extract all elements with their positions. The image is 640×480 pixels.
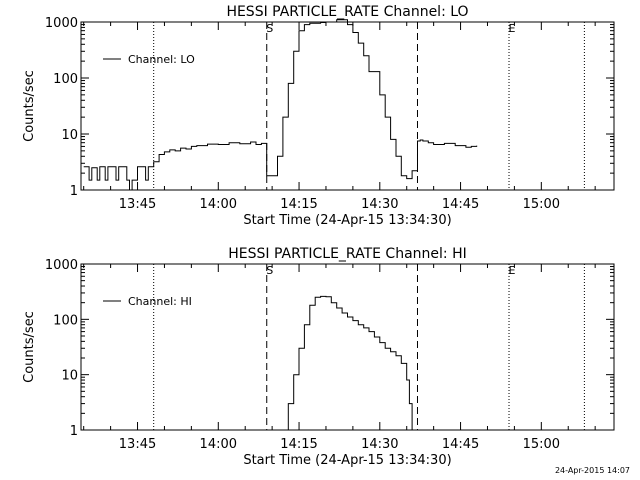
chart-panel-2: HESSI PARTICLE_RATE Channel: HI 1 10 100 100… [22, 246, 615, 468]
x-tick-label: 14:30 [361, 437, 398, 452]
y-tick-label: 10 [61, 128, 78, 143]
x-tick-label: 15:00 [523, 197, 560, 212]
x-tick-label: 14:00 [200, 437, 237, 452]
y-tick-label: 10 [61, 369, 78, 384]
x-axis-label: Start Time (24-Apr-15 13:34:30) [243, 213, 451, 228]
x-tick-label: 14:00 [200, 197, 237, 212]
marker-label-s: S [266, 22, 273, 35]
y-tick-label: 1 [70, 424, 78, 439]
x-tick-label: 15:00 [523, 437, 560, 452]
x-tick-label: 13:45 [119, 197, 156, 212]
legend-entry: Channel: HI [128, 295, 192, 308]
plot-frame [80, 21, 615, 191]
legend-entry: Channel: LO [128, 53, 195, 66]
y-axis-label: Counts/sec [22, 311, 37, 383]
x-tick-label: 14:45 [442, 437, 479, 452]
y-tick-label: 100 [53, 313, 78, 328]
plot-frame [80, 263, 615, 431]
marker-label-s: S [266, 264, 273, 277]
y-tick-label: 100 [53, 72, 78, 87]
data-series-line [83, 19, 478, 191]
chart-title: HESSI PARTICLE_RATE Channel: HI [228, 246, 466, 262]
x-axis-label: Start Time (24-Apr-15 13:34:30) [243, 453, 451, 468]
y-tick-label: 1000 [45, 16, 78, 31]
x-tick-label: 14:15 [280, 437, 317, 452]
chart-panel-1: HESSI PARTICLE_RATE Channel: LO 1 10 100 100… [22, 4, 615, 228]
marker-label-e: E [509, 22, 516, 35]
y-tick-label: 1 [70, 184, 78, 199]
x-tick-label: 14:30 [361, 197, 398, 212]
x-tick-label: 14:45 [442, 197, 479, 212]
x-tick-label: 13:45 [119, 437, 156, 452]
footer-timestamp: 24-Apr-2015 14:07 [554, 466, 630, 475]
y-tick-label: 1000 [45, 258, 78, 273]
x-tick-label: 14:15 [280, 197, 317, 212]
chart-title: HESSI PARTICLE_RATE Channel: LO [226, 4, 468, 20]
marker-label-e: E [509, 264, 516, 277]
y-axis-label: Counts/sec [22, 70, 37, 142]
data-series-line [282, 295, 413, 431]
